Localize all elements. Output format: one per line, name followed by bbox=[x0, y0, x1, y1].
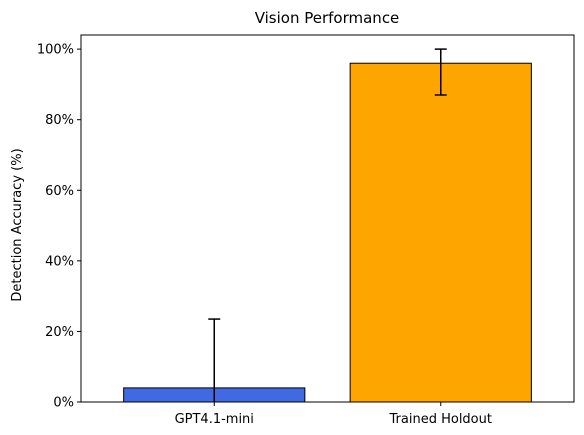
y-tick-label: 60% bbox=[45, 184, 74, 199]
axes-frame bbox=[80, 34, 575, 403]
y-axis-label: Detection Accuracy (%) bbox=[10, 148, 25, 301]
y-tick-label: 100% bbox=[37, 43, 74, 58]
x-tick-label: Trained Holdout bbox=[389, 412, 492, 427]
y-tick-label: 0% bbox=[53, 396, 74, 411]
chart-title: Vision Performance bbox=[255, 9, 400, 27]
y-tick-label: 20% bbox=[45, 325, 74, 340]
plot-area: 0% 20% 40% 60% 80% 100% GPT4.1-mini Trained Hol… bbox=[37, 43, 532, 427]
x-tick-label: GPT4.1-mini bbox=[175, 412, 254, 427]
bar bbox=[349, 62, 532, 403]
y-tick-label: 40% bbox=[45, 254, 74, 269]
y-tick-label: 80% bbox=[45, 113, 74, 128]
